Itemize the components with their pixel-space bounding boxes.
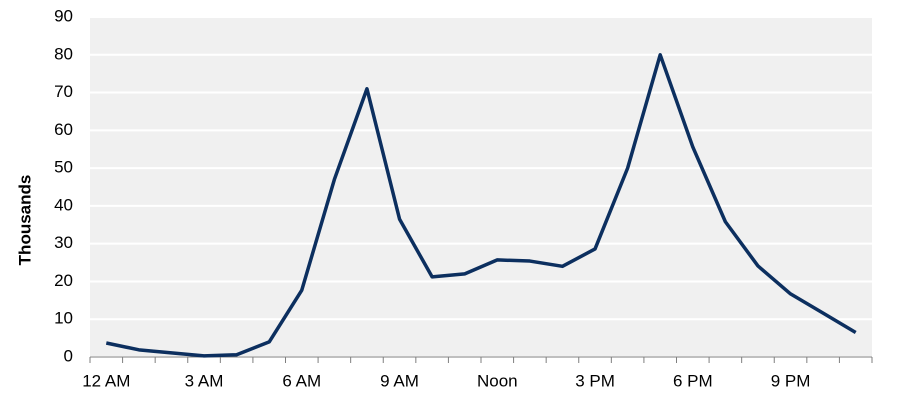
y-tick-label: 30 [54,233,73,252]
x-tick-label: 9 AM [380,371,419,390]
x-tick-label: Noon [477,371,518,390]
x-tick-label: 3 PM [575,371,615,390]
y-tick-label: 40 [54,195,73,214]
x-tick-label: 6 PM [673,371,713,390]
x-tick-label: 9 PM [771,371,811,390]
plot-area [90,17,872,357]
y-tick-label: 20 [54,271,73,290]
y-tick-label: 80 [54,44,73,63]
y-tick-label: 60 [54,120,73,139]
y-tick-label: 90 [54,6,73,25]
y-tick-label: 10 [54,309,73,328]
x-tick-label: 12 AM [82,371,130,390]
y-tick-label: 0 [64,346,73,365]
x-tick-label: 3 AM [185,371,224,390]
x-tick-label: 6 AM [282,371,321,390]
y-tick-label: 50 [54,158,73,177]
y-axis-label: Thousands [15,175,34,266]
y-tick-label: 70 [54,82,73,101]
data-line [105,53,857,358]
